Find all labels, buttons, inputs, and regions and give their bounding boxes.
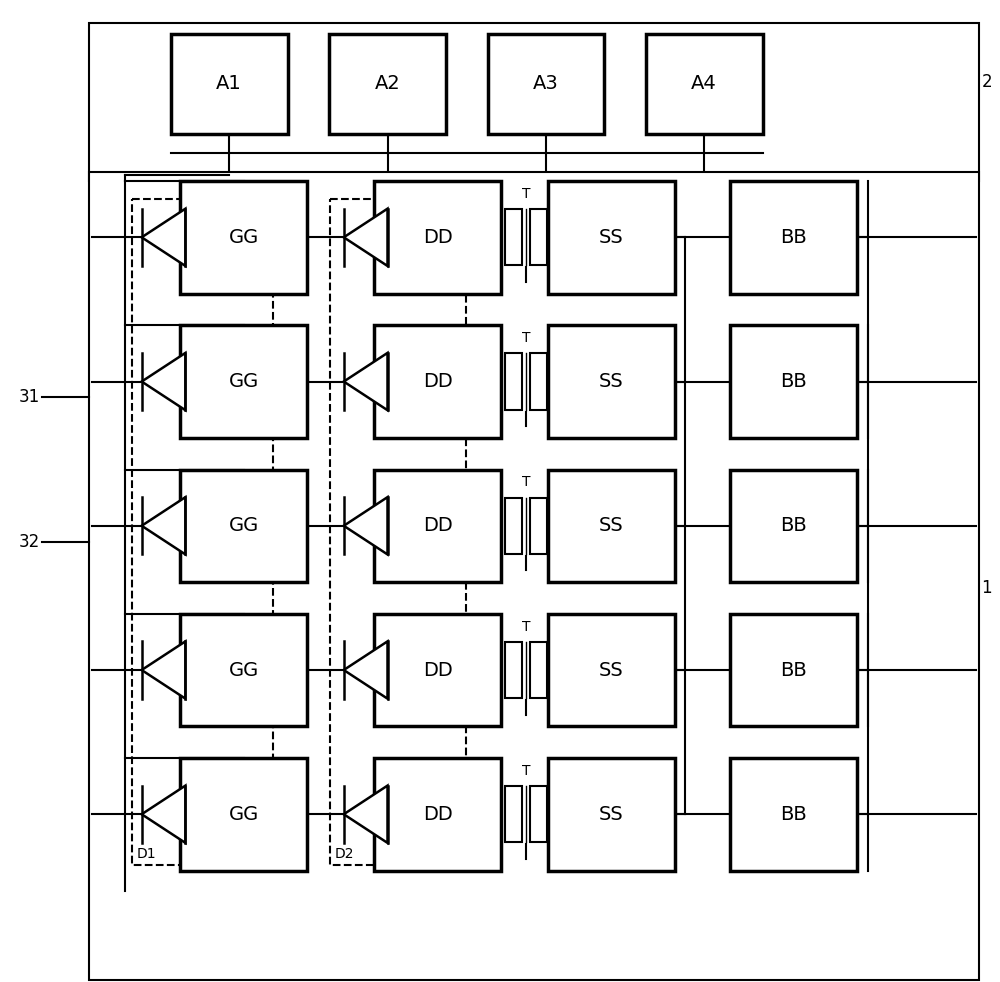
Text: BB: BB [780, 228, 807, 246]
Bar [646, 33, 763, 134]
Bar [548, 181, 675, 294]
Text: DD: DD [423, 228, 452, 246]
Text: 32: 32 [19, 533, 40, 551]
Bar [180, 181, 307, 294]
Polygon shape [142, 497, 185, 555]
Text: SS: SS [599, 372, 624, 391]
Text: BB: BB [780, 372, 807, 391]
Bar [180, 614, 307, 727]
Text: DD: DD [423, 661, 452, 680]
Bar [730, 614, 857, 727]
Text: A2: A2 [375, 75, 400, 93]
Bar [730, 758, 857, 870]
Text: A4: A4 [691, 75, 717, 93]
Text: D1: D1 [136, 847, 156, 861]
Bar [488, 33, 604, 134]
Polygon shape [142, 641, 185, 698]
Text: GG: GG [229, 661, 259, 680]
Bar [374, 325, 501, 438]
Bar [530, 498, 547, 554]
Polygon shape [344, 209, 388, 266]
Polygon shape [344, 353, 388, 410]
Text: GG: GG [229, 804, 259, 824]
Text: GG: GG [229, 228, 259, 246]
Bar [180, 325, 307, 438]
Bar [530, 354, 547, 409]
Bar [530, 787, 547, 843]
Bar [548, 758, 675, 870]
Text: GG: GG [229, 372, 259, 391]
Text: T: T [522, 620, 530, 633]
Bar [180, 758, 307, 870]
Text: A1: A1 [216, 75, 242, 93]
Bar [505, 642, 522, 698]
Text: T: T [522, 187, 530, 201]
Bar [530, 642, 547, 698]
Text: DD: DD [423, 372, 452, 391]
Bar [505, 209, 522, 265]
Polygon shape [142, 353, 185, 410]
Text: D2: D2 [334, 847, 354, 861]
Text: A3: A3 [533, 75, 559, 93]
Bar [132, 199, 273, 865]
Text: GG: GG [229, 517, 259, 535]
Text: BB: BB [780, 804, 807, 824]
Bar [180, 469, 307, 582]
Bar [548, 469, 675, 582]
Bar [374, 614, 501, 727]
Bar [330, 199, 466, 865]
Bar [530, 209, 547, 265]
Text: BB: BB [780, 517, 807, 535]
Bar [89, 172, 979, 980]
Text: 2: 2 [981, 73, 992, 90]
Bar [548, 614, 675, 727]
Bar [171, 33, 288, 134]
Bar [505, 787, 522, 843]
Text: SS: SS [599, 228, 624, 246]
Text: SS: SS [599, 804, 624, 824]
Polygon shape [344, 786, 388, 843]
Text: 1: 1 [981, 579, 992, 597]
Text: 31: 31 [19, 388, 40, 406]
Bar [374, 181, 501, 294]
Bar [730, 181, 857, 294]
Bar [89, 23, 979, 181]
Text: SS: SS [599, 661, 624, 680]
Polygon shape [142, 209, 185, 266]
Bar [374, 758, 501, 870]
Bar [505, 498, 522, 554]
Bar [730, 325, 857, 438]
Text: DD: DD [423, 804, 452, 824]
Bar [329, 33, 446, 134]
Polygon shape [344, 641, 388, 698]
Bar [548, 325, 675, 438]
Polygon shape [142, 786, 185, 843]
Bar [374, 469, 501, 582]
Text: SS: SS [599, 517, 624, 535]
Text: T: T [522, 764, 530, 778]
Text: T: T [522, 331, 530, 346]
Polygon shape [344, 497, 388, 555]
Text: DD: DD [423, 517, 452, 535]
Bar [730, 469, 857, 582]
Text: BB: BB [780, 661, 807, 680]
Text: T: T [522, 475, 530, 489]
Bar [505, 354, 522, 409]
